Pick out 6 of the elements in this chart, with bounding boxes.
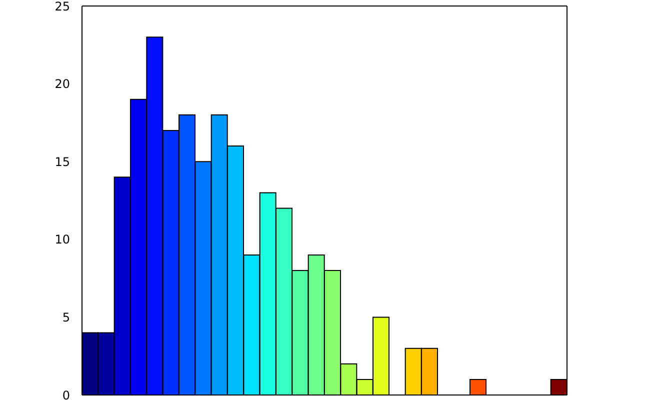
y-tick-label: 5 [62, 310, 70, 324]
y-tick-label: 0 [62, 388, 70, 400]
y-tick-label: 15 [54, 154, 70, 169]
y-tick-label: 25 [54, 0, 70, 14]
y-tick-label: 20 [54, 77, 70, 92]
y-tick-label: 10 [54, 232, 70, 247]
